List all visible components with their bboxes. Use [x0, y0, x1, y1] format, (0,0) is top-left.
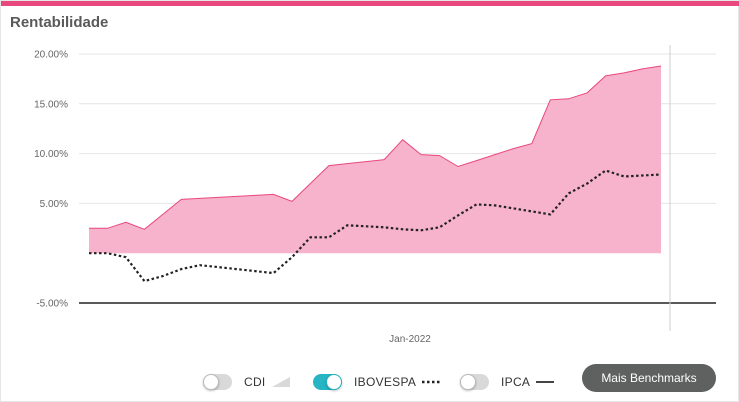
area-icon: [271, 377, 290, 387]
more-benchmarks-button[interactable]: Mais Benchmarks: [582, 364, 716, 392]
solid-line-icon: [536, 381, 555, 383]
legend-label-cdi: CDI: [244, 375, 266, 389]
legend-item-cdi[interactable]: CDI: [203, 371, 290, 393]
y-tick-label: -5.00%: [36, 299, 68, 310]
y-tick-label: 20.00%: [34, 50, 68, 61]
y-tick-label: 10.00%: [34, 149, 68, 160]
rentabilidade-chart: 20.00% 15.00% 10.00% 5.00% -5.00% Jan-2022: [34, 45, 716, 345]
y-tick-label: 15.00%: [34, 99, 68, 110]
legend-label-ipca: IPCA: [501, 375, 531, 389]
accent-top-bar: [1, 1, 739, 6]
ibovespa-series-line: [89, 169, 662, 283]
legend-item-ipca[interactable]: IPCA: [460, 371, 555, 393]
x-tick-label: Jan-2022: [389, 334, 431, 345]
widget-title: Rentabilidade: [10, 14, 109, 31]
dotted-line-icon: [422, 380, 443, 384]
legend-label-ibovespa: IBOVESPA: [354, 375, 417, 389]
ipca-toggle[interactable]: [460, 374, 489, 390]
legend-item-ibovespa[interactable]: IBOVESPA: [313, 371, 443, 393]
cdi-toggle[interactable]: [203, 374, 232, 390]
area-series-fill: [89, 66, 661, 254]
area-series-line: [89, 65, 662, 230]
ibovespa-toggle[interactable]: [313, 374, 342, 390]
y-tick-label: 5.00%: [40, 199, 68, 210]
